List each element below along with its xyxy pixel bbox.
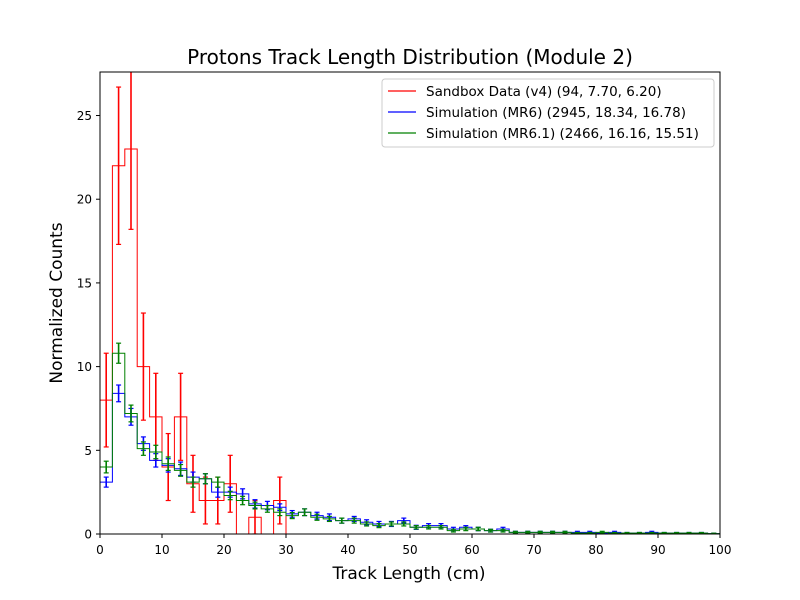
- x-tick-label: 0: [96, 543, 104, 557]
- x-tick-label: 30: [278, 543, 293, 557]
- chart-title: Protons Track Length Distribution (Modul…: [187, 45, 633, 69]
- series-3: [100, 342, 720, 534]
- y-tick-label: 20: [77, 193, 92, 207]
- legend-box: [381, 78, 715, 148]
- x-tick-label: 70: [526, 543, 541, 557]
- x-tick-label: 60: [464, 543, 479, 557]
- y-tick-label: 25: [77, 109, 92, 123]
- series-3-step: [100, 352, 720, 534]
- y-axis-ticks: 0 5 10 15 20 25: [77, 109, 100, 542]
- x-tick-label: 20: [216, 543, 231, 557]
- legend-label-3: Simulation (MR6.1) (2466, 16.16, 15.51): [426, 126, 699, 142]
- x-tick-label: 90: [650, 543, 665, 557]
- y-axis-label: Normalized Counts: [47, 222, 67, 383]
- x-tick-label: 100: [709, 543, 732, 557]
- x-axis-ticks: 0 10 20 30 40 50 60 70 80 90 100: [96, 534, 731, 557]
- x-tick-label: 80: [588, 543, 603, 557]
- y-tick-label: 15: [77, 276, 92, 290]
- y-tick-label: 10: [77, 360, 92, 374]
- y-tick-label: 0: [84, 528, 92, 542]
- legend-label-1: Sandbox Data (v4) (94, 7.70, 6.20): [426, 84, 662, 100]
- x-tick-label: 50: [402, 543, 417, 557]
- y-tick-label: 5: [84, 444, 92, 458]
- x-tick-label: 10: [154, 543, 169, 557]
- legend-label-2: Simulation (MR6) (2945, 18.34, 16.78): [426, 105, 686, 121]
- x-tick-label: 40: [340, 543, 355, 557]
- x-axis-label: Track Length (cm): [331, 564, 485, 584]
- legend: Sandbox Data (v4) (94, 7.70, 6.20) Simula…: [381, 78, 715, 148]
